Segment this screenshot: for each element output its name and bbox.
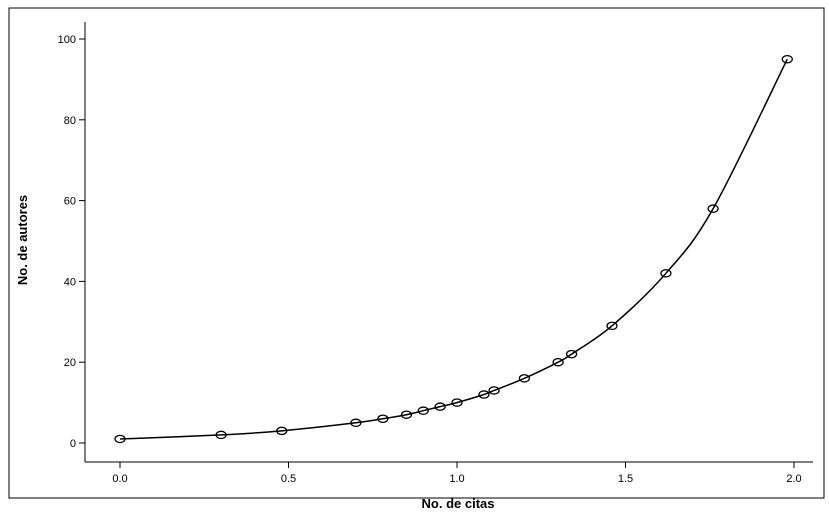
data-point-marker: [552, 357, 564, 367]
data-point-marker: [215, 430, 227, 440]
series-line: [119, 58, 788, 440]
data-point-marker: [781, 54, 793, 64]
series-layer: [114, 54, 793, 444]
axes: 0.0 0.5 1.0 1.5 2.0 0 20 40 60 80 100: [58, 22, 813, 485]
y-tick-label: 0: [70, 438, 76, 450]
data-point-marker: [707, 204, 719, 213]
data-point-marker: [451, 398, 463, 407]
data-point-marker: [114, 434, 126, 444]
data-point-marker: [478, 390, 490, 399]
data-point-marker: [276, 426, 288, 436]
plot-frame: [8, 7, 825, 499]
x-tick-label: 1.0: [449, 473, 464, 485]
data-point-marker: [417, 406, 429, 415]
y-tick-label: 20: [64, 357, 76, 369]
data-point-marker: [377, 414, 389, 424]
y-tick-label: 80: [64, 115, 76, 127]
data-point-marker: [400, 410, 413, 419]
x-tick-label: 2.0: [786, 473, 801, 485]
data-point-marker: [488, 386, 500, 395]
y-tick-label: 100: [58, 34, 76, 46]
y-axis-title: No. de autores: [15, 195, 30, 285]
x-tick-label: 0.5: [281, 473, 296, 485]
x-tick-label: 1.5: [618, 473, 633, 485]
data-point-marker: [606, 321, 618, 331]
y-tick-label: 40: [64, 276, 76, 288]
data-point-marker: [434, 402, 446, 411]
x-axis-title: No. de citas: [422, 496, 495, 511]
data-point-marker: [518, 374, 531, 383]
x-tick-label: 0.0: [112, 473, 127, 485]
y-tick-label: 60: [64, 196, 76, 208]
data-point-marker: [350, 418, 362, 428]
data-point-marker: [660, 269, 672, 278]
data-point-marker: [565, 349, 578, 359]
